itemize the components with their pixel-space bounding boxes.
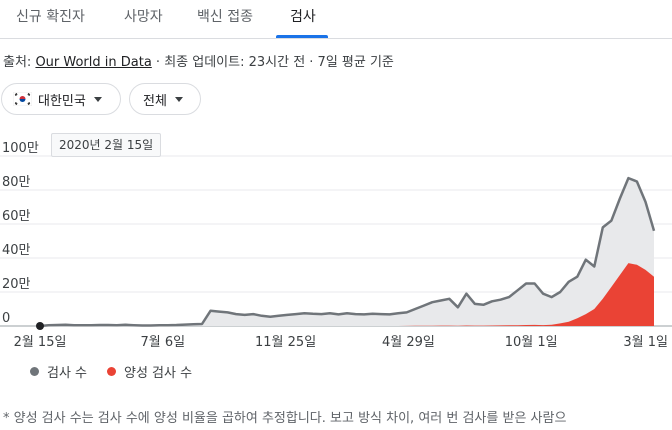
legend-label-tests: 검사 수 <box>47 366 88 381</box>
date-tooltip: 2020년 2월 15일 <box>51 133 162 157</box>
hover-marker <box>36 322 44 330</box>
legend-dot-positive <box>107 367 116 376</box>
legend-dot-tests <box>30 367 39 376</box>
scope-label: 전체 <box>143 93 167 109</box>
y-tick-label: 60만 <box>2 209 31 224</box>
tab-deaths[interactable]: 사망자 <box>124 9 163 25</box>
scope-dropdown[interactable]: 전체 <box>129 83 201 115</box>
tab-tests[interactable]: 검사 <box>290 9 316 25</box>
x-tick-label: 10월 1일 <box>505 335 558 350</box>
x-tick-label: 7월 6일 <box>140 335 185 350</box>
source-prefix: 출처: <box>3 55 36 70</box>
source-link[interactable]: Our World in Data <box>35 55 152 70</box>
tests-chart[interactable]: 0 20만 40만 60만 80만 100만 2월 15일 7월 6일 11월 25일 4월 29… <box>0 140 672 355</box>
chevron-down-icon <box>93 96 102 102</box>
x-tick-label: 11월 25일 <box>255 335 316 350</box>
tab-new-cases[interactable]: 신규 확진자 <box>16 9 85 25</box>
positive-series-area <box>40 263 654 326</box>
legend-item-tests: 검사 수 <box>30 362 87 381</box>
x-tick-label: 3월 1일 <box>623 335 668 350</box>
tab-bar: 신규 확진자 사망자 백신 접종 검사 <box>0 0 672 39</box>
source-suffix: · 최종 업데이트: 23시간 전 · 7일 평균 기준 <box>151 55 394 70</box>
y-tick-label: 20만 <box>2 277 31 292</box>
y-tick-label: 40만 <box>2 243 31 258</box>
x-tick-label: 4월 29일 <box>382 335 435 350</box>
region-label: 대한민국 <box>38 93 86 109</box>
active-tab-indicator <box>276 35 328 38</box>
y-tick-label: 80만 <box>2 175 31 190</box>
footnote: * 양성 검사 수는 검사 수에 양성 비율을 곱하여 추정합니다. 보고 방식… <box>3 411 567 426</box>
region-dropdown[interactable]: 대한민국 <box>1 83 121 115</box>
legend-item-positive: 양성 검사 수 <box>107 362 192 381</box>
y-tick-label: 0 <box>2 311 10 326</box>
source-line: 출처: Our World in Data · 최종 업데이트: 23시간 전 … <box>3 51 394 70</box>
legend-label-positive: 양성 검사 수 <box>124 366 193 381</box>
tests-series-area <box>40 178 654 326</box>
tab-vaccinations[interactable]: 백신 접종 <box>197 9 253 25</box>
korea-flag-icon <box>13 92 32 106</box>
x-tick-label: 2월 15일 <box>14 335 67 350</box>
y-tick-label: 100만 <box>2 141 39 156</box>
tests-series-line <box>39 176 656 328</box>
chevron-down-icon <box>174 96 183 102</box>
